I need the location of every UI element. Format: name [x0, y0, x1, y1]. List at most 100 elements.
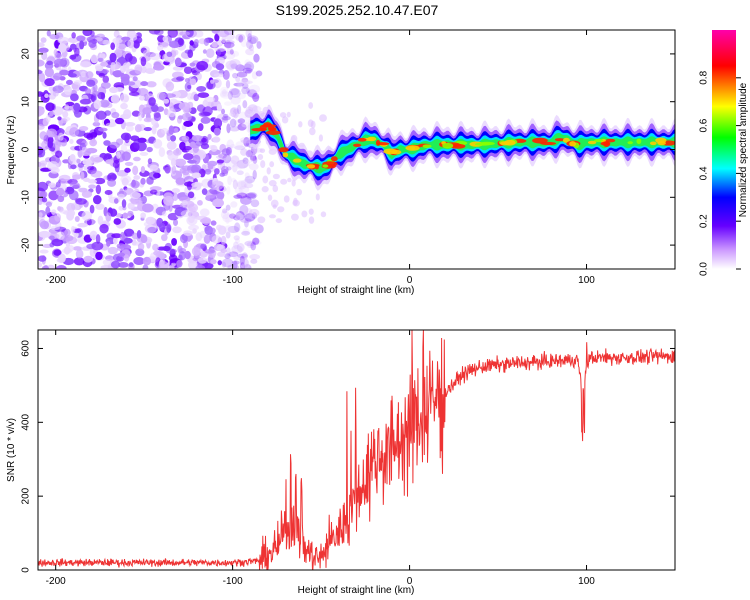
spectrogram-xtick-label: -100	[223, 275, 243, 286]
spectrogram-noise-blob	[214, 47, 226, 52]
spectrogram-noise-blob	[116, 243, 126, 249]
spectrogram-noise-blob	[247, 32, 252, 42]
spectrogram-noise-blob	[164, 93, 176, 98]
spectrogram-noise-blob	[186, 164, 199, 174]
spectrogram-noise-blob	[121, 36, 131, 41]
spectrogram-noise-blob	[125, 125, 134, 132]
spectrogram-noise-blob	[214, 33, 220, 42]
spectrogram-noise-blob	[200, 116, 211, 124]
spectrogram-noise-blob	[183, 145, 192, 151]
spectrogram-noise-blob	[237, 64, 244, 70]
spectrogram-noise-blob	[191, 246, 201, 256]
spectrogram-noise-blob	[244, 175, 256, 184]
spectrogram-noise-blob	[225, 147, 232, 156]
spectrogram-noise-blob	[253, 53, 260, 63]
snr-ytick-label: 200	[21, 487, 32, 504]
spectrogram-noise-blob	[120, 102, 128, 110]
spectrogram-noise-blob	[238, 34, 244, 43]
spectrogram-noise-blob	[181, 200, 188, 206]
spectrogram-noise-blob	[229, 118, 237, 128]
spectrogram-noise-blob	[262, 175, 269, 184]
spectrogram-noise-blob	[146, 81, 157, 88]
spectrogram-noise-blob	[130, 180, 140, 189]
snr-xlabel: Height of straight line (km)	[298, 585, 415, 596]
spectrogram-noise-blob	[79, 98, 92, 105]
spectrogram-noise-blob	[158, 261, 169, 269]
spectrogram-noise-blob	[179, 31, 191, 36]
spectrogram-noise-blob	[58, 132, 64, 141]
spectrogram-noise-blob	[84, 88, 92, 94]
spectrogram-noise-blob	[280, 178, 288, 185]
colorbar-tick-label: 0.8	[699, 70, 710, 84]
spectrogram-noise-blob	[64, 228, 71, 237]
spectrogram-noise-blob	[234, 145, 246, 151]
spectrogram-noise-blob	[148, 30, 161, 35]
spectrogram-ytick-label: -20	[21, 237, 32, 252]
spectrogram-noise-blob	[44, 78, 55, 87]
spectrogram-noise-blob	[234, 187, 243, 194]
spectrogram-noise-blob	[242, 228, 250, 235]
spectrogram-noise-blob	[187, 203, 199, 213]
spectrogram-noise-blob	[239, 204, 249, 215]
spectrogram-noise-blob	[127, 39, 135, 49]
spectrogram-noise-blob	[100, 264, 113, 269]
spectrogram-noise-blob	[237, 123, 247, 131]
spectrogram-noise-blob	[266, 167, 271, 175]
spectrogram-noise-blob	[277, 206, 285, 213]
spectrogram-noise-blob	[219, 90, 229, 98]
spectrogram-noise-blob	[233, 119, 244, 128]
spectrogram-noise-blob	[281, 116, 289, 124]
spectrogram-noise-blob	[211, 235, 222, 244]
spectrogram-noise-blob	[120, 175, 132, 184]
spectrogram-noise-blob	[149, 189, 158, 195]
spectrogram-noise-blob	[98, 72, 105, 78]
spectrogram-noise-blob	[68, 73, 77, 78]
spectrogram-noise-blob	[45, 206, 51, 216]
spectrogram-noise-blob	[250, 242, 257, 251]
spectrogram-noise-blob	[183, 120, 194, 127]
spectrogram-noise-blob	[230, 107, 237, 118]
spectrogram-noise-blob	[102, 258, 113, 266]
spectrogram-noise-blob	[89, 230, 98, 240]
spectrogram-ytick-label: 10	[21, 96, 32, 108]
spectrogram-noise-blob	[149, 52, 162, 61]
spectrogram-noise-blob	[224, 50, 236, 60]
spectrogram-noise-blob	[184, 82, 192, 92]
spectrogram-noise-blob	[73, 257, 85, 266]
spectrogram-noise-blob	[79, 61, 91, 68]
spectrogram-noise-blob	[70, 43, 77, 50]
spectrogram-noise-blob	[38, 230, 51, 238]
spectrogram-hotspot	[405, 145, 420, 151]
spectrogram-noise-blob	[241, 230, 251, 236]
colorbar-label: Normalized spectral amplitude	[738, 82, 749, 217]
spectrogram-noise-blob	[173, 127, 179, 133]
spectrogram-noise-blob	[250, 153, 257, 161]
spectrogram-noise-blob	[53, 249, 62, 256]
spectrogram-noise-blob	[227, 225, 240, 234]
spectrogram-hotspot	[587, 140, 597, 145]
spectrogram-noise-blob	[68, 190, 79, 201]
spectrogram-noise-blob	[207, 163, 214, 170]
spectrogram-noise-blob	[227, 90, 233, 100]
spectrogram-noise-blob	[268, 180, 277, 187]
spectrogram-noise-blob	[38, 72, 46, 83]
spectrogram-noise-blob	[222, 113, 229, 119]
spectrogram-noise-blob	[92, 90, 100, 96]
spectrogram-hotspot	[383, 148, 398, 155]
spectrogram-noise	[38, 30, 332, 269]
spectrogram-noise-blob	[216, 49, 222, 56]
spectrogram-noise-blob	[55, 150, 63, 158]
spectrogram-noise-blob	[140, 81, 149, 87]
spectrogram-noise-blob	[183, 153, 194, 161]
spectrogram-noise-blob	[40, 37, 47, 43]
spectrogram-noise-blob	[240, 263, 250, 269]
spectrogram-noise-blob	[111, 233, 123, 239]
spectrogram-noise-blob	[81, 210, 93, 221]
spectrogram-noise-blob	[217, 225, 227, 235]
spectrogram-noise-blob	[197, 123, 204, 131]
spectrogram-noise-blob	[128, 91, 140, 97]
spectrogram-noise-blob	[245, 48, 255, 56]
spectrogram-noise-blob	[249, 155, 257, 162]
spectrogram-noise-blob	[257, 154, 264, 161]
spectrogram-hotspot	[503, 139, 516, 146]
